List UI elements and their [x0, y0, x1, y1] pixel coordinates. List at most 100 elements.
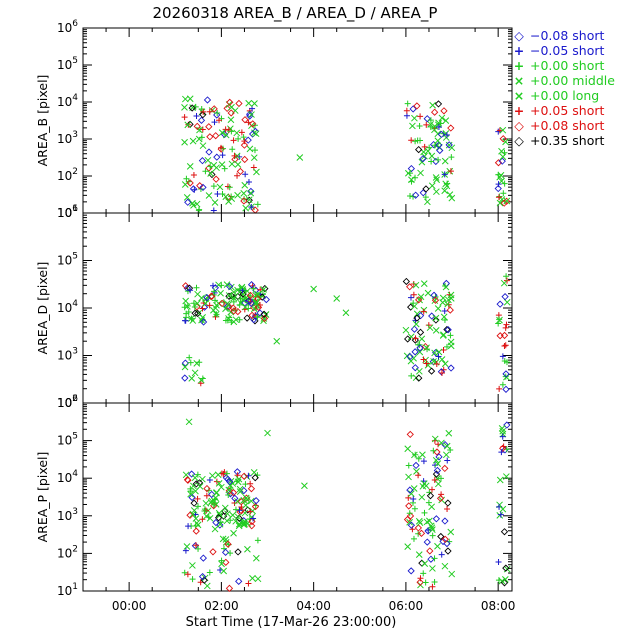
data-point-plus: [202, 168, 209, 175]
data-point-plus: [422, 579, 429, 586]
data-point-cross: [242, 501, 250, 509]
data-point-diamond: [422, 185, 430, 193]
data-point-diamond: [190, 499, 198, 507]
data-point-plus: [408, 137, 415, 144]
data-point-plus: [406, 170, 413, 177]
data-point-diamond: [184, 476, 192, 484]
data-point-plus: [226, 314, 233, 321]
x-tick-label: 04:00: [296, 599, 331, 613]
data-point-plus: [198, 134, 205, 141]
data-point-cross: [426, 324, 434, 332]
data-point-cross: [447, 528, 455, 536]
data-point-diamond: [184, 198, 192, 206]
legend-symbol-diamond-icon: ◇: [514, 133, 524, 148]
data-point-cross: [235, 475, 243, 483]
data-point-plus: [191, 304, 198, 311]
data-point-plus: [201, 507, 208, 514]
data-point-cross: [242, 204, 250, 212]
data-point-diamond: [443, 325, 451, 334]
legend-label: +0.00 long: [529, 88, 600, 103]
y-tick-label: 101: [57, 204, 78, 220]
data-point-cross: [439, 332, 447, 339]
data-point-cross: [236, 485, 244, 493]
data-point-diamond: [409, 105, 417, 113]
data-point-plus: [417, 137, 424, 144]
data-point-diamond: [199, 111, 207, 119]
data-point-cross: [211, 199, 219, 206]
data-point-cross: [409, 122, 416, 130]
data-point-cross: [247, 497, 255, 505]
data-point-diamond: [498, 157, 506, 165]
data-point-diamond: [198, 572, 207, 581]
data-point-diamond: [407, 521, 416, 529]
data-point-diamond: [260, 314, 269, 323]
data-point-cross: [194, 521, 202, 529]
data-point-plus: [496, 385, 503, 392]
data-point-diamond: [406, 512, 415, 520]
data-point-diamond: [213, 153, 221, 161]
data-point-cross: [502, 473, 510, 480]
legend-item: + +0.05 short: [512, 103, 638, 118]
data-point-cross: [415, 551, 423, 558]
y-tick-label: 105: [57, 432, 78, 448]
data-point-cross: [445, 429, 453, 437]
data-point-cross: [498, 425, 506, 432]
data-point-diamond: [205, 123, 213, 131]
data-point-plus: [190, 172, 197, 179]
data-point-diamond: [203, 484, 211, 493]
data-point-cross: [207, 170, 214, 177]
data-point-cross: [210, 306, 217, 314]
data-point-diamond: [203, 96, 212, 104]
data-point-plus: [194, 495, 201, 502]
data-point-cross: [220, 567, 228, 575]
data-point-plus: [422, 194, 429, 201]
data-point-plus: [438, 475, 445, 482]
data-point-diamond: [407, 567, 415, 575]
data-point-diamond: [435, 453, 443, 461]
data-point-plus: [184, 571, 191, 578]
data-point-diamond: [423, 115, 431, 123]
data-point-cross: [229, 511, 237, 519]
data-point-diamond: [426, 547, 434, 555]
data-point-diamond: [447, 364, 455, 372]
data-point-cross: [227, 125, 234, 133]
y-tick-label: 101: [57, 582, 78, 598]
data-point-cross: [251, 100, 258, 107]
data-point-cross: [448, 194, 456, 202]
legend-symbol-cross-icon: ×: [513, 73, 525, 88]
data-point-plus: [415, 530, 422, 537]
data-point-cross: [183, 543, 191, 550]
data-point-plus: [230, 137, 237, 144]
legend-item: × +0.00 long: [512, 88, 638, 103]
data-point-plus: [194, 471, 201, 478]
data-point-cross: [427, 120, 434, 128]
legend-label: −0.05 short: [529, 43, 605, 58]
data-point-plus: [417, 113, 424, 120]
data-point-diamond: [241, 155, 249, 164]
data-point-cross: [189, 482, 197, 490]
data-point-plus: [501, 180, 508, 187]
data-point-cross: [238, 283, 246, 291]
data-point-cross: [441, 187, 449, 195]
data-point-diamond: [212, 175, 220, 183]
data-point-plus: [181, 114, 188, 121]
data-point-plus: [221, 165, 228, 172]
data-point-plus: [429, 583, 436, 590]
data-point-diamond: [405, 502, 413, 510]
data-point-plus: [447, 446, 454, 453]
data-point-diamond: [499, 444, 507, 453]
data-point-plus: [187, 287, 194, 294]
data-point-cross: [500, 279, 508, 287]
data-point-plus: [203, 492, 210, 499]
data-point-diamond: [445, 141, 453, 149]
data-point-cross: [442, 451, 450, 459]
data-point-plus: [442, 283, 449, 290]
data-points: [181, 273, 511, 393]
data-point-diamond: [211, 284, 220, 292]
data-point-plus: [206, 108, 213, 115]
data-point-diamond: [231, 494, 239, 502]
data-point-diamond: [221, 548, 230, 556]
data-point-plus: [446, 538, 453, 545]
data-point-plus: [218, 557, 225, 564]
